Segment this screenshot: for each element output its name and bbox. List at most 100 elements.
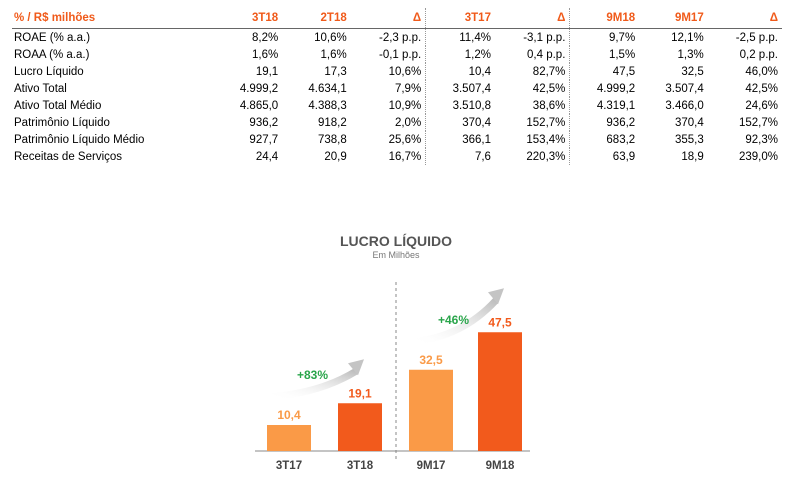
table-row: Ativo Total Médio 4.865,0 4.388,3 10,9% 3.51… [12, 97, 782, 114]
table-cell: 32,5 [681, 65, 704, 78]
table-cell: 19,1 [255, 65, 279, 78]
table-cell: 0,4 p.p. [494, 46, 571, 63]
table-cell: 10,6% [314, 31, 347, 44]
lucro-liquido-chart: LUCRO LÍQUIDO Em Milhões +83% +46% 10,4 3T… [255, 233, 530, 472]
growth-label: +46% [438, 313, 469, 327]
table-cell: 738,8 [317, 133, 347, 146]
category-label: 3T17 [276, 460, 302, 472]
category-label: 9M17 [417, 460, 446, 472]
table-cell: 8,2% [251, 31, 279, 44]
table-cell: 220,3% [494, 148, 571, 165]
table-cell: 1,2% [464, 48, 491, 61]
table-cell: 4.319,1 [596, 99, 636, 112]
table-cell: 42,5% [494, 80, 571, 97]
table-cell: 9,7% [608, 31, 636, 44]
column-header: Δ [494, 8, 571, 29]
table-cell: 153,4% [494, 131, 571, 148]
table-cell: 24,4 [255, 150, 279, 163]
table-cell: 3.510,8 [452, 99, 491, 112]
table-cell: 4.999,2 [239, 82, 279, 95]
column-header: Δ [350, 8, 427, 29]
table-row: ROAE (% a.a.) 8,2% 10,6% -2,3 p.p. 11,4% -3,1… [12, 28, 782, 46]
table-cell: 12,1% [671, 31, 704, 44]
table-cell: 2,0% [350, 114, 427, 131]
table-cell: 683,2 [606, 133, 636, 146]
table-cell: 1,5% [608, 48, 636, 61]
table-cell: 92,3% [745, 133, 778, 146]
table-cell: 370,4 [462, 116, 491, 129]
table-cell: 936,2 [606, 116, 636, 129]
table-cell: 24,6% [745, 99, 778, 112]
table-cell: 63,9 [612, 150, 636, 163]
table-row: Patrimônio Líquido Médio 927,7 738,8 25,6% 3… [12, 131, 782, 148]
header-label: % / R$ milhões [12, 8, 214, 29]
chart-title: LUCRO LÍQUIDO [340, 233, 452, 249]
table-cell: 370,4 [674, 116, 704, 129]
column-header: 3T18 [213, 8, 283, 29]
table-cell: 152,7% [738, 116, 778, 129]
table-row: ROAA (% a.a.) 1,6% 1,6% -0,1 p.p. 1,2% 0,4 p.… [12, 46, 782, 63]
table-cell: 16,7% [350, 148, 427, 165]
table-cell: 152,7% [494, 114, 571, 131]
table-cell: 11,4% [459, 31, 491, 44]
table-cell: 0,2 p.p. [739, 48, 778, 61]
table-cell: 3.466,0 [665, 99, 704, 112]
table-cell: 355,3 [674, 133, 704, 146]
table-cell: 3.507,4 [665, 82, 704, 95]
table-row: Ativo Total 4.999,2 4.634,1 7,9% 3.507,4 42,5… [12, 80, 782, 97]
table-cell: 239,0% [738, 150, 778, 163]
column-header: 9M18 [569, 8, 640, 29]
table-cell: 10,9% [350, 97, 427, 114]
table-row: Lucro Líquido 19,1 17,3 10,6% 10,4 82,7% 47,5 3… [12, 63, 782, 80]
table-cell: 10,6% [350, 63, 427, 80]
table-cell: -3,1 p.p. [494, 28, 571, 46]
table-cell: 7,9% [350, 80, 427, 97]
column-header: Δ [707, 8, 782, 29]
arrow-head-icon [348, 359, 364, 376]
row-label: Lucro Líquido [14, 65, 84, 78]
table-cell: 927,7 [249, 133, 279, 146]
growth-arrow [410, 297, 499, 346]
row-label: Patrimônio Líquido [14, 116, 110, 129]
table-cell: 4.634,1 [308, 82, 347, 95]
row-label: ROAA (% a.a.) [14, 48, 90, 61]
table-cell: 4.388,3 [308, 99, 347, 112]
table-header-row: % / R$ milhões 3T18 2T18 Δ 3T17 Δ 9M18 9M17 Δ [12, 8, 782, 29]
table-cell: 42,5% [745, 82, 778, 95]
row-label: Receitas de Serviços [14, 150, 123, 163]
table-cell: 46,0% [745, 65, 778, 78]
row-label: Ativo Total Médio [14, 99, 102, 112]
table-row: Patrimônio Líquido 936,2 918,2 2,0% 370,4 152… [12, 114, 782, 131]
table-cell: -2,3 p.p. [350, 28, 427, 46]
table-cell: 38,6% [494, 97, 571, 114]
row-label: ROAE (% a.a.) [14, 31, 91, 44]
row-label: Patrimônio Líquido Médio [14, 133, 145, 146]
table-cell: 3.507,4 [452, 82, 491, 95]
table-cell: 1,3% [677, 48, 704, 61]
table-cell: 18,9 [681, 150, 704, 163]
table-cell: 918,2 [317, 116, 347, 129]
bar-9m18 [478, 332, 522, 451]
column-header: 2T18 [282, 8, 351, 29]
table-cell: 936,2 [249, 116, 279, 129]
value-label: 47,5 [488, 315, 512, 329]
table-cell: 17,3 [324, 65, 347, 78]
value-label: 10,4 [277, 408, 301, 422]
chart-subtitle: Em Milhões [372, 250, 420, 260]
bar-3t18 [338, 403, 382, 451]
bar-3t17 [267, 425, 311, 451]
column-header: 3T17 [425, 8, 495, 29]
value-label: 19,1 [348, 386, 372, 400]
table-cell: 4.865,0 [239, 99, 279, 112]
financial-table: % / R$ milhões 3T18 2T18 Δ 3T17 Δ 9M18 9M17 Δ RO… [12, 8, 782, 165]
table-cell: 1,6% [251, 48, 279, 61]
arrow-head-icon [488, 288, 504, 305]
category-label: 9M18 [486, 460, 515, 472]
value-label: 32,5 [419, 353, 443, 367]
table-cell: -0,1 p.p. [350, 46, 427, 63]
bar-9m17 [409, 369, 453, 451]
category-label: 3T18 [347, 460, 374, 472]
growth-label: +83% [297, 368, 328, 382]
table-cell: -2,5 p.p. [735, 31, 778, 44]
table-body: ROAE (% a.a.) 8,2% 10,6% -2,3 p.p. 11,4% -3,1… [12, 28, 782, 165]
